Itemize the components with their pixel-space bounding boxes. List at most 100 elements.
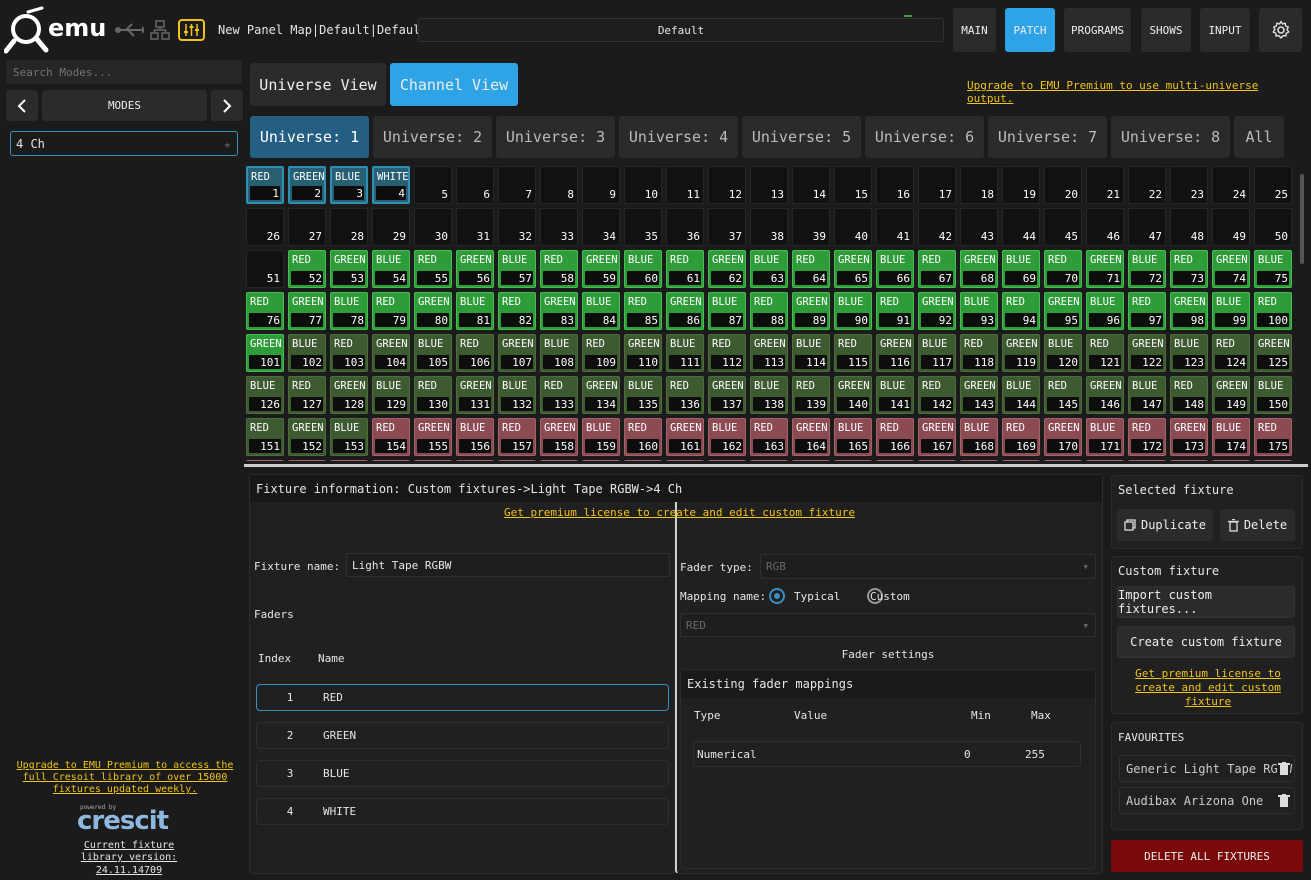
channel-cell[interactable]: RED 118 (960, 334, 998, 372)
channel-cell[interactable]: BLUE 105 (414, 334, 452, 372)
channel-cell[interactable]: GREEN (498, 460, 536, 461)
channel-cell[interactable]: BLUE 87 (708, 292, 746, 330)
channel-cell[interactable]: BLUE 54 (372, 250, 410, 288)
universe-tab-7[interactable]: Universe: 7 (988, 116, 1107, 158)
channel-cell[interactable]: BLUE 150 (1254, 376, 1292, 414)
channel-cell[interactable]: 32 (498, 208, 536, 246)
channel-cell[interactable]: RED (330, 460, 368, 461)
duplicate-button[interactable]: Duplicate (1117, 509, 1213, 541)
channel-cell[interactable]: GREEN 137 (708, 376, 746, 414)
channel-cell[interactable]: RED 133 (540, 376, 578, 414)
channel-cell[interactable]: RED 172 (1128, 418, 1166, 456)
channel-cell[interactable]: BLUE 75 (1254, 250, 1292, 288)
channel-cell[interactable]: RED 67 (918, 250, 956, 288)
channel-cell[interactable]: GREEN 89 (792, 292, 830, 330)
channel-cell[interactable]: GREEN 56 (456, 250, 494, 288)
fader-row[interactable]: 2 GREEN (256, 722, 669, 749)
channel-cell[interactable]: BLUE 57 (498, 250, 536, 288)
trash-icon[interactable] (1278, 794, 1290, 808)
channel-cell[interactable]: 43 (960, 208, 998, 246)
channel-cell[interactable]: GREEN 140 (834, 376, 872, 414)
channel-cell[interactable]: BLUE 102 (288, 334, 326, 372)
channel-cell[interactable]: BLUE 60 (624, 250, 662, 288)
channel-cell[interactable]: BLUE 117 (918, 334, 956, 372)
channel-cell[interactable]: GREEN 173 (1170, 418, 1208, 456)
channel-cell[interactable]: RED (708, 460, 746, 461)
channel-cell[interactable]: GREEN 146 (1086, 376, 1124, 414)
channel-cell[interactable]: 47 (1128, 208, 1166, 246)
channel-cell[interactable]: RED 61 (666, 250, 704, 288)
channel-cell[interactable]: GREEN 134 (582, 376, 620, 414)
channel-cell[interactable]: GREEN 149 (1212, 376, 1250, 414)
channel-cell[interactable]: GREEN (1128, 460, 1166, 461)
channel-cell[interactable]: 31 (456, 208, 494, 246)
channel-cell[interactable]: BLUE 174 (1212, 418, 1250, 456)
channel-cell[interactable]: BLUE 153 (330, 418, 368, 456)
channel-cell[interactable]: BLUE 168 (960, 418, 998, 456)
channel-cell[interactable]: BLUE 147 (1128, 376, 1166, 414)
channel-cell[interactable]: 36 (666, 208, 704, 246)
channel-cell[interactable]: RED 94 (1002, 292, 1040, 330)
channel-cell[interactable]: 40 (834, 208, 872, 246)
channel-cell[interactable]: GREEN (750, 460, 788, 461)
channel-cell[interactable]: BLUE 96 (1086, 292, 1124, 330)
import-custom-fixtures-button[interactable]: Import custom fixtures... (1117, 586, 1295, 618)
channel-cell[interactable]: RED 91 (876, 292, 914, 330)
channel-cell[interactable]: BLUE 111 (666, 334, 704, 372)
channel-cell[interactable]: RED 112 (708, 334, 746, 372)
channel-cell[interactable]: RED 154 (372, 418, 410, 456)
channel-cell[interactable]: BLUE 114 (792, 334, 830, 372)
channel-cell[interactable]: RED 85 (624, 292, 662, 330)
fader-type-select[interactable]: RGB ▾ (760, 554, 1096, 579)
channel-cell[interactable]: GREEN 77 (288, 292, 326, 330)
channel-cell[interactable]: GREEN 107 (498, 334, 536, 372)
channel-cell[interactable]: GREEN 170 (1044, 418, 1082, 456)
channel-cell[interactable]: BLUE 135 (624, 376, 662, 414)
channel-cell[interactable]: RED 151 (246, 418, 284, 456)
channel-cell[interactable]: GREEN 83 (540, 292, 578, 330)
channel-cell[interactable]: RED 124 (1212, 334, 1250, 372)
channel-cell[interactable]: RED (582, 460, 620, 461)
channel-cell[interactable]: GREEN 62 (708, 250, 746, 288)
channel-cell[interactable]: 38 (750, 208, 788, 246)
channel-cell[interactable]: GREEN 53 (330, 250, 368, 288)
channel-cell[interactable]: GREEN 95 (1044, 292, 1082, 330)
channel-cell[interactable]: GREEN 86 (666, 292, 704, 330)
channel-cell[interactable]: GREEN (246, 460, 284, 461)
channel-cell[interactable]: RED 73 (1170, 250, 1208, 288)
split-divider[interactable] (244, 464, 1308, 467)
channel-cell[interactable]: 9 (582, 166, 620, 204)
channel-cell[interactable]: RED (1086, 460, 1124, 461)
channel-cell[interactable]: RED 103 (330, 334, 368, 372)
channel-cell[interactable]: GREEN 125 (1254, 334, 1292, 372)
channel-cell[interactable]: BLUE (540, 460, 578, 461)
universe-tab-4[interactable]: Universe: 4 (619, 116, 738, 158)
nav-main-button[interactable]: MAIN (953, 8, 996, 52)
channel-cell[interactable]: 18 (960, 166, 998, 204)
channel-cell[interactable]: RED (834, 460, 872, 461)
channel-cell[interactable]: 10 (624, 166, 662, 204)
channel-cell[interactable]: 20 (1044, 166, 1082, 204)
channel-cell[interactable]: BLUE 165 (834, 418, 872, 456)
universe-tab-8[interactable]: Universe: 8 (1111, 116, 1230, 158)
channel-cell[interactable]: BLUE 108 (540, 334, 578, 372)
channel-cell[interactable]: RED 106 (456, 334, 494, 372)
channel-cell[interactable]: GREEN 104 (372, 334, 410, 372)
channel-cell[interactable]: 45 (1044, 208, 1082, 246)
channel-cell[interactable]: RED 160 (624, 418, 662, 456)
channel-cell[interactable]: RED 64 (792, 250, 830, 288)
channel-cell[interactable]: BLUE 120 (1044, 334, 1082, 372)
favourite-item[interactable]: Audibax Arizona One (1119, 787, 1295, 814)
channel-cell[interactable]: RED 58 (540, 250, 578, 288)
channel-cell[interactable]: BLUE 132 (498, 376, 536, 414)
channel-cell[interactable]: RED (456, 460, 494, 461)
channel-cell[interactable]: GREEN (372, 460, 410, 461)
mode-display[interactable]: Default (418, 18, 944, 42)
channel-cell[interactable]: 29 (372, 208, 410, 246)
channel-cell[interactable]: 19 (1002, 166, 1040, 204)
nav-patch-button[interactable]: PATCH (1005, 8, 1055, 52)
channel-cell[interactable]: 50 (1254, 208, 1292, 246)
favourite-item[interactable]: Generic Light Tape RGBW (1119, 755, 1295, 782)
channel-cell[interactable]: RED 88 (750, 292, 788, 330)
settings-button[interactable] (1259, 8, 1302, 52)
